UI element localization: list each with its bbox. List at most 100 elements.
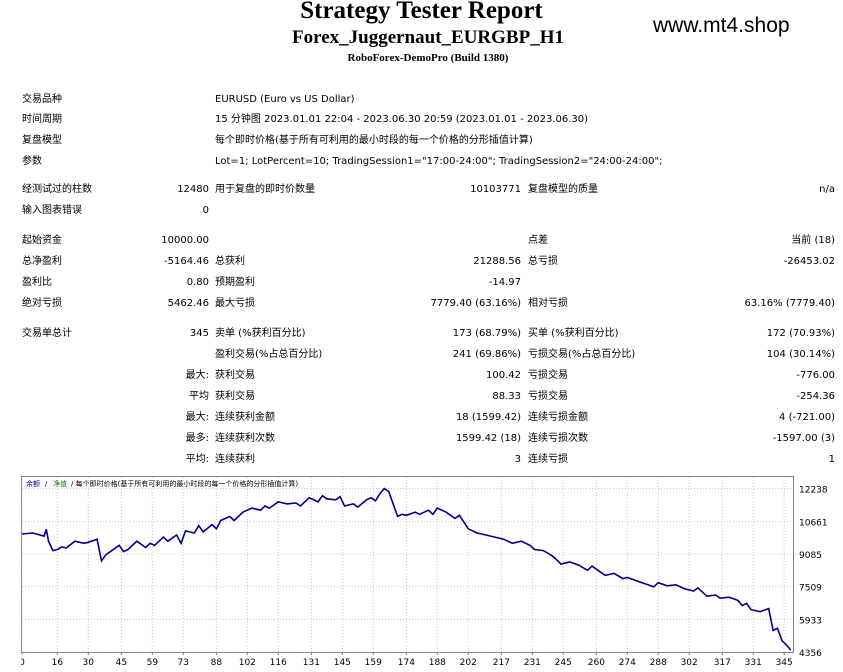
report-title: Strategy Tester Report (300, 0, 543, 24)
loss-trades-value: 104 (30.14%) (766, 349, 835, 360)
x-tick-label: 217 (493, 658, 510, 668)
x-tick-label: 345 (776, 658, 793, 668)
average-loss-label: 亏损交易 (528, 391, 568, 402)
max-consec-wins-label: 连续获利金额 (215, 412, 275, 423)
average-loss-value: -254.36 (796, 391, 835, 402)
ticks-label: 用于复盘的即时价数量 (215, 184, 315, 195)
symbol-label: 交易品种 (22, 94, 62, 105)
largest-profit-label: 获利交易 (215, 370, 255, 381)
x-tick-label: 116 (270, 658, 287, 668)
x-tick-label: 131 (303, 658, 320, 668)
gross-profit-label: 总获利 (215, 256, 245, 267)
long-trades-label: 买单 (%获利百分比) (528, 328, 619, 339)
quality-label: 复盘模型的质量 (528, 184, 598, 195)
x-tick-label: 188 (429, 658, 446, 668)
deposit-value: 10000.00 (161, 235, 209, 246)
profit-trades-label: 盈利交易(%占总百分比) (215, 349, 323, 360)
spread-label: 点差 (528, 235, 548, 246)
average-profit-label: 获利交易 (215, 391, 255, 402)
gross-loss-value: -26453.02 (783, 256, 835, 267)
spread-value: 当前 (18) (791, 235, 835, 246)
bars-value: 12480 (177, 184, 209, 195)
x-tick-label: 88 (211, 658, 223, 668)
avg-consec-wins-value: 3 (514, 454, 521, 465)
legend-balance: 余额 (26, 479, 40, 488)
total-trades-label: 交易单总计 (22, 328, 72, 339)
x-tick-label: 59 (147, 658, 159, 668)
y-tick-label: 4356 (799, 649, 822, 659)
x-tick-label: 317 (714, 658, 731, 668)
largest-prefix: 最大: (185, 370, 209, 381)
abs-drawdown-value: 5462.46 (167, 298, 209, 309)
net-profit-value: -5164.46 (164, 256, 209, 267)
report-subtitle: Forex_Juggernaut_EURGBP_H1 (292, 27, 564, 48)
report-header: Strategy Tester Report Forex_Juggernaut_… (0, 0, 843, 70)
model-value: 每个即时价格(基于所有可利用的最小时段的每一个价格的分形插值计算) (215, 135, 533, 146)
x-tick-label: 45 (116, 658, 127, 668)
period-value: 15 分钟图 2023.01.01 22:04 - 2023.06.30 20:… (215, 114, 589, 125)
params-label: 参数 (22, 156, 42, 167)
bars-label: 经测试过的柱数 (22, 184, 92, 195)
balance-chart: 12238 10661 9085 7509 5933 4356 0 16 30 45 59 73 88… (19, 476, 831, 668)
profit-factor-label: 盈利比 (22, 277, 52, 288)
net-profit-label: 总净盈利 (22, 256, 62, 267)
plot-frame (21, 476, 794, 653)
maximal-wins-value: 1599.42 (18) (455, 433, 521, 444)
average-profit-value: 88.33 (492, 391, 521, 402)
long-trades-value: 172 (70.93%) (766, 328, 835, 339)
x-tick-label: 288 (650, 658, 667, 668)
chart-legend: 余额 / 净值 / 每个即时价格(基于所有可利用的最小时段的每一个价格的分形插值… (26, 479, 298, 488)
maximal-losses-label: 连续亏损次数 (528, 433, 588, 444)
rel-drawdown-value: 63.16% (7779.40) (744, 298, 835, 309)
max-consec-losses-label: 连续亏损金额 (528, 412, 588, 423)
expected-payoff-label: 预期盈利 (215, 277, 255, 288)
errors-value: 0 (202, 205, 209, 216)
avg-consec-prefix: 平均: (185, 454, 209, 465)
y-tick-label: 12238 (799, 486, 828, 496)
quality-value: n/a (819, 184, 835, 195)
x-tick-label: 73 (178, 658, 189, 668)
avg-consec-losses-value: 1 (828, 454, 835, 465)
profit-factor-value: 0.80 (186, 277, 209, 288)
legend-rest: / 每个即时价格(基于所有可利用的最小时段的每一个价格的分形插值计算) (71, 479, 298, 488)
max-drawdown-label: 最大亏损 (215, 298, 255, 309)
balance-series-line (21, 487, 792, 651)
watermark: www.mt4.shop (653, 14, 790, 37)
model-label: 复盘模型 (22, 135, 62, 146)
maximal-wins-label: 连续获利次数 (215, 433, 275, 444)
x-tick-label: 0 (21, 658, 25, 668)
max-consec-wins-value: 18 (1599.42) (455, 412, 521, 423)
short-trades-label: 卖单 (%获利百分比) (215, 328, 306, 339)
loss-trades-label: 亏损交易(%占总百分比) (528, 349, 636, 360)
largest-profit-value: 100.42 (486, 370, 521, 381)
ticks-value: 10103771 (470, 184, 521, 195)
symbol-value: EURUSD (Euro vs US Dollar) (215, 94, 355, 105)
short-trades-value: 173 (68.79%) (452, 328, 521, 339)
x-tick-label: 30 (83, 658, 95, 668)
x-tick-label: 245 (555, 658, 572, 668)
average-prefix: 平均 (189, 391, 209, 402)
y-tick-label: 7509 (799, 584, 822, 594)
gross-loss-label: 总亏损 (528, 256, 558, 267)
legend-equity: 净值 (53, 479, 67, 488)
x-tick-label: 145 (334, 658, 351, 668)
largest-loss-label: 亏损交易 (528, 370, 568, 381)
expected-payoff-value: -14.97 (488, 277, 521, 288)
x-tick-label: 231 (524, 658, 541, 668)
abs-drawdown-label: 绝对亏损 (22, 298, 62, 309)
x-tick-label: 274 (619, 658, 636, 668)
legend-sep: / (45, 480, 48, 488)
max-drawdown-value: 7779.40 (63.16%) (430, 298, 521, 309)
x-tick-label: 174 (398, 658, 415, 668)
largest-loss-value: -776.00 (796, 370, 835, 381)
max-consec-prefix: 最大: (185, 412, 209, 423)
balance-chart-svg: 12238 10661 9085 7509 5933 4356 0 16 30 45 59 73 88… (19, 476, 828, 668)
max-consec-losses-value: 4 (-721.00) (779, 412, 835, 423)
x-tick-label: 159 (365, 658, 382, 668)
avg-consec-losses-label: 连续亏损 (528, 454, 568, 465)
x-tick-label: 302 (681, 658, 698, 668)
x-tick-label: 202 (460, 658, 477, 668)
maximal-prefix: 最多: (185, 433, 209, 444)
gross-profit-value: 21288.56 (473, 256, 521, 267)
avg-consec-wins-label: 连续获利 (215, 454, 255, 465)
